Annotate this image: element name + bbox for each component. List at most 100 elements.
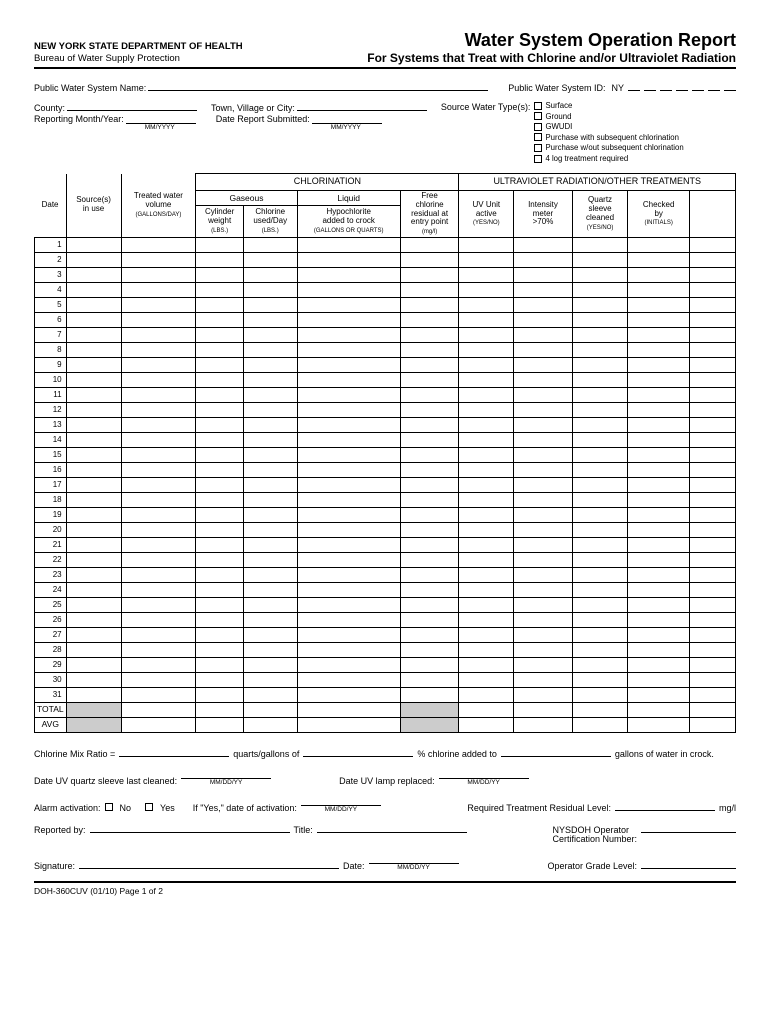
data-cell[interactable] (297, 567, 400, 582)
data-cell[interactable] (196, 462, 244, 477)
data-cell[interactable] (243, 627, 297, 642)
data-cell[interactable] (459, 642, 514, 657)
data-cell[interactable] (628, 282, 690, 297)
data-cell[interactable] (243, 477, 297, 492)
data-cell[interactable] (572, 627, 628, 642)
data-cell[interactable] (297, 597, 400, 612)
data-cell[interactable] (628, 582, 690, 597)
data-cell[interactable] (572, 327, 628, 342)
data-cell[interactable] (121, 237, 196, 252)
data-cell[interactable] (514, 282, 573, 297)
data-cell[interactable] (628, 642, 690, 657)
data-cell[interactable] (297, 372, 400, 387)
data-cell[interactable] (66, 297, 121, 312)
data-cell[interactable] (572, 477, 628, 492)
data-cell[interactable] (121, 657, 196, 672)
data-cell[interactable] (297, 672, 400, 687)
req-residual-input[interactable] (615, 801, 715, 811)
data-cell[interactable] (121, 687, 196, 702)
data-cell[interactable] (690, 567, 736, 582)
data-cell[interactable] (628, 657, 690, 672)
data-cell[interactable] (66, 537, 121, 552)
data-cell[interactable] (690, 417, 736, 432)
data-cell[interactable] (459, 552, 514, 567)
data-cell[interactable] (196, 642, 244, 657)
data-cell[interactable] (628, 537, 690, 552)
data-cell[interactable] (196, 237, 244, 252)
data-cell[interactable] (400, 672, 459, 687)
data-cell[interactable] (690, 432, 736, 447)
data-cell[interactable] (196, 657, 244, 672)
data-cell[interactable] (297, 237, 400, 252)
data-cell[interactable] (121, 387, 196, 402)
data-cell[interactable] (243, 357, 297, 372)
data-cell[interactable] (66, 342, 121, 357)
data-cell[interactable] (459, 507, 514, 522)
data-cell[interactable] (66, 357, 121, 372)
data-cell[interactable] (243, 507, 297, 522)
data-cell[interactable] (297, 312, 400, 327)
sig-date-input[interactable] (369, 854, 459, 864)
data-cell[interactable] (690, 462, 736, 477)
data-cell[interactable] (196, 537, 244, 552)
pws-id-input[interactable] (628, 81, 736, 91)
data-cell[interactable] (459, 672, 514, 687)
data-cell[interactable] (297, 282, 400, 297)
data-cell[interactable] (628, 522, 690, 537)
data-cell[interactable] (196, 522, 244, 537)
data-cell[interactable] (459, 297, 514, 312)
data-cell[interactable] (628, 597, 690, 612)
data-cell[interactable] (121, 327, 196, 342)
data-cell[interactable] (66, 522, 121, 537)
data-cell[interactable] (459, 687, 514, 702)
data-cell[interactable] (690, 252, 736, 267)
data-cell[interactable] (196, 687, 244, 702)
data-cell[interactable] (297, 402, 400, 417)
data-cell[interactable] (297, 267, 400, 282)
data-cell[interactable] (514, 387, 573, 402)
checkbox-surface[interactable] (534, 102, 542, 110)
data-cell[interactable] (297, 297, 400, 312)
data-cell[interactable] (572, 432, 628, 447)
title-input[interactable] (317, 823, 467, 833)
data-cell[interactable] (66, 492, 121, 507)
data-cell[interactable] (243, 672, 297, 687)
data-cell[interactable] (459, 432, 514, 447)
data-cell[interactable] (459, 567, 514, 582)
data-cell[interactable] (628, 507, 690, 522)
data-cell[interactable] (572, 402, 628, 417)
data-cell[interactable] (572, 372, 628, 387)
data-cell[interactable] (514, 537, 573, 552)
data-cell[interactable] (400, 612, 459, 627)
data-cell[interactable] (690, 312, 736, 327)
data-cell[interactable] (196, 477, 244, 492)
data-cell[interactable] (514, 342, 573, 357)
data-cell[interactable] (243, 567, 297, 582)
data-cell[interactable] (243, 657, 297, 672)
data-cell[interactable] (196, 252, 244, 267)
data-cell[interactable] (196, 267, 244, 282)
data-cell[interactable] (121, 417, 196, 432)
data-cell[interactable] (690, 372, 736, 387)
data-cell[interactable] (66, 387, 121, 402)
data-cell[interactable] (121, 552, 196, 567)
data-cell[interactable] (297, 507, 400, 522)
data-cell[interactable] (121, 432, 196, 447)
data-cell[interactable] (400, 357, 459, 372)
data-cell[interactable] (400, 417, 459, 432)
data-cell[interactable] (297, 432, 400, 447)
data-cell[interactable] (514, 237, 573, 252)
data-cell[interactable] (66, 582, 121, 597)
data-cell[interactable] (628, 327, 690, 342)
data-cell[interactable] (690, 507, 736, 522)
data-cell[interactable] (121, 612, 196, 627)
data-cell[interactable] (196, 327, 244, 342)
data-cell[interactable] (572, 252, 628, 267)
data-cell[interactable] (243, 327, 297, 342)
data-cell[interactable] (459, 447, 514, 462)
data-cell[interactable] (196, 402, 244, 417)
data-cell[interactable] (196, 627, 244, 642)
data-cell[interactable] (628, 477, 690, 492)
data-cell[interactable] (690, 282, 736, 297)
data-cell[interactable] (297, 357, 400, 372)
